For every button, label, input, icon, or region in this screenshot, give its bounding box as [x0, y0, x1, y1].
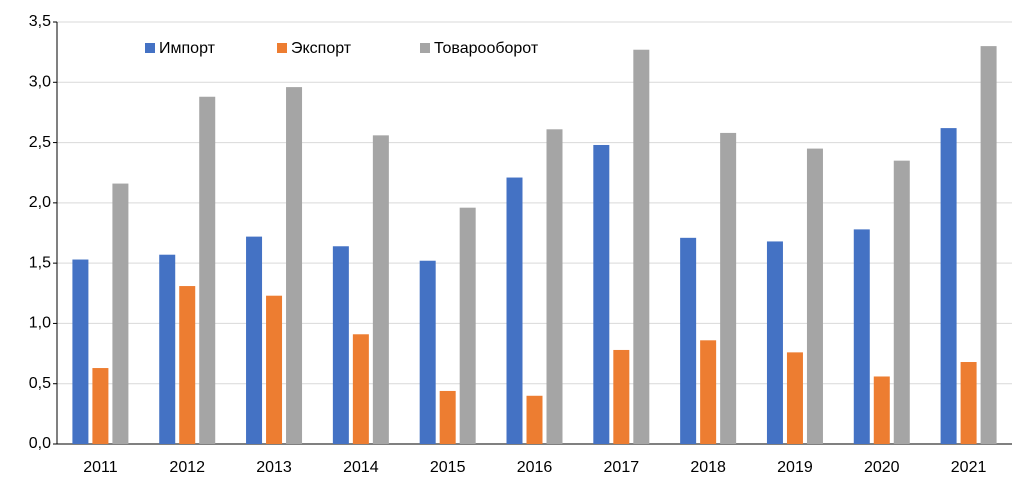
y-tick-label: 3,5: [29, 13, 51, 30]
bar: [159, 254, 176, 444]
y-tick-label: 1,5: [29, 254, 51, 271]
bar: [720, 132, 737, 444]
x-tick-label: 2012: [169, 459, 205, 476]
x-tick-label: 2021: [951, 459, 987, 476]
bar: [980, 46, 997, 444]
bar: [766, 241, 783, 444]
bar: [593, 144, 610, 445]
bar: [526, 395, 543, 444]
bar: [853, 229, 870, 444]
y-tick-label: 1,0: [29, 315, 51, 332]
bar: [332, 246, 349, 444]
bar: [372, 135, 389, 444]
bar: [179, 286, 196, 444]
legend-label: Импорт: [159, 40, 216, 57]
bar: [960, 362, 977, 444]
bar: [112, 183, 129, 444]
bar: [873, 376, 890, 444]
y-tick-label: 2,0: [29, 194, 51, 211]
bar: [786, 352, 803, 444]
bar: [633, 49, 650, 444]
y-tick-label: 0,0: [29, 435, 51, 452]
bar: [806, 148, 823, 444]
bar: [700, 340, 717, 444]
x-tick-label: 2020: [864, 459, 900, 476]
bar: [680, 237, 697, 444]
legend-swatch: [145, 43, 155, 53]
bar: [286, 87, 303, 444]
x-tick-label: 2019: [777, 459, 813, 476]
y-tick-label: 0,5: [29, 375, 51, 392]
bar: [246, 236, 263, 444]
x-tick-label: 2014: [343, 459, 379, 476]
bar: [199, 96, 216, 445]
x-tick-label: 2016: [517, 459, 553, 476]
legend-swatch: [277, 43, 287, 53]
bar: [506, 177, 523, 444]
bar: [419, 260, 436, 444]
x-tick-label: 2011: [83, 459, 118, 476]
x-tick-label: 2015: [430, 459, 466, 476]
bar: [352, 334, 369, 444]
y-tick-label: 3,0: [29, 74, 51, 91]
legend-swatch: [420, 43, 430, 53]
bar: [940, 128, 957, 445]
x-tick-label: 2018: [690, 459, 726, 476]
x-tick-label: 2013: [256, 459, 292, 476]
bar: [546, 129, 563, 444]
bar: [439, 390, 456, 444]
bar: [893, 160, 910, 444]
bar: [459, 207, 476, 444]
legend-label: Товарооборот: [434, 40, 539, 57]
y-tick-label: 2,5: [29, 134, 51, 151]
bar: [72, 259, 89, 444]
bar: [613, 349, 630, 444]
x-tick-label: 2017: [604, 459, 640, 476]
bar: [266, 295, 283, 444]
legend-label: Экспорт: [291, 40, 352, 57]
bar: [92, 368, 109, 444]
